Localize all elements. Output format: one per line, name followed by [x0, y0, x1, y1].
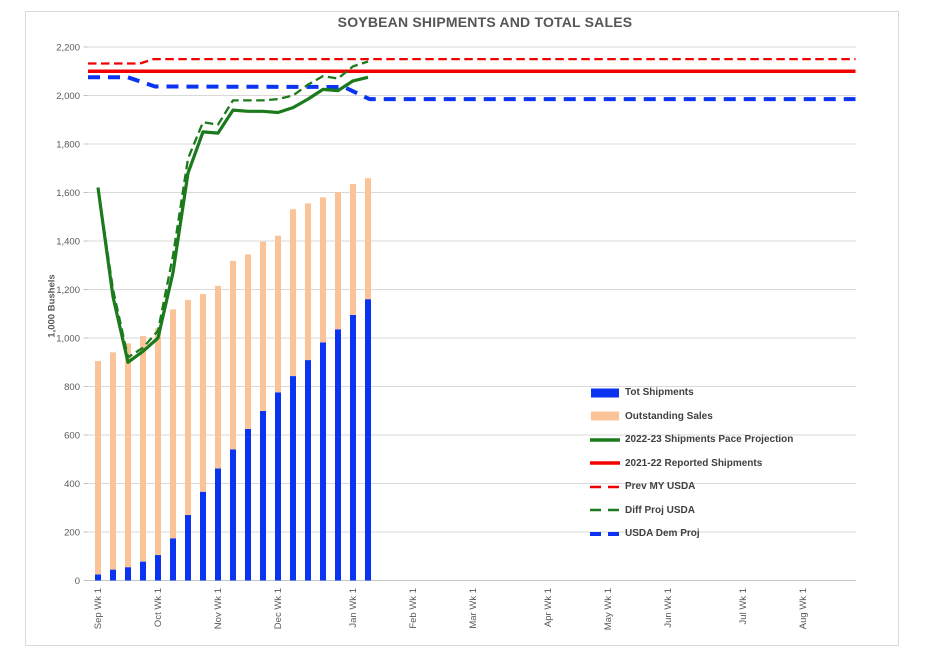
x-tick-label: Jul Wk 1	[738, 588, 749, 624]
y-tick-label: 400	[64, 479, 80, 490]
bar-outstanding-sales	[365, 178, 371, 300]
legend-item-outstanding-sales: Outstanding Sales	[590, 405, 858, 429]
x-tick-label: May Wk 1	[603, 588, 614, 630]
bar-outstanding-sales	[320, 197, 326, 343]
y-tick-label: 1,400	[56, 236, 80, 247]
bar-tot-shipments	[275, 392, 281, 581]
y-tick-label: 800	[64, 382, 80, 393]
bar-outstanding-sales	[110, 352, 116, 570]
legend-item-2022-23-shipments-pace-projection: 2022-23 Shipments Pace Projection	[590, 428, 858, 452]
x-tick-label: Apr Wk 1	[543, 588, 554, 627]
legend-item-usda-dem-proj: USDA Dem Proj	[590, 522, 858, 546]
y-tick-label: 1,000	[56, 333, 80, 344]
bar-tot-shipments	[365, 299, 371, 581]
bar-outstanding-sales	[155, 328, 161, 556]
legend-item-prev-my-usda: Prev MY USDA	[590, 475, 858, 499]
bar-tot-shipments	[305, 360, 311, 581]
bar-tot-shipments	[155, 555, 161, 581]
bar-outstanding-sales	[275, 235, 281, 393]
bar-outstanding-sales	[290, 209, 296, 377]
bar-outstanding-sales	[125, 343, 131, 568]
legend-swatch	[590, 505, 620, 515]
bar-tot-shipments	[350, 314, 356, 581]
bar-outstanding-sales	[260, 241, 266, 411]
x-tick-label: Oct Wk 1	[153, 588, 164, 627]
bar-tot-shipments	[260, 410, 266, 581]
y-tick-label: 0	[75, 576, 80, 587]
bar-outstanding-sales	[170, 309, 176, 539]
legend-item-diff-proj-usda: Diff Proj USDA	[590, 499, 858, 523]
bar-outstanding-sales	[230, 260, 236, 450]
y-tick-label: 200	[64, 527, 80, 538]
y-tick-label: 1,200	[56, 285, 80, 296]
bar-tot-shipments	[95, 574, 101, 581]
x-tick-label: Jun Wk 1	[663, 588, 674, 628]
bar-outstanding-sales	[140, 336, 146, 562]
bar-outstanding-sales	[185, 299, 191, 516]
legend-label: Outstanding Sales	[625, 410, 713, 422]
bar-tot-shipments	[125, 567, 131, 581]
bar-tot-shipments	[290, 376, 296, 581]
series-line-diff-proj-usda	[96, 60, 369, 359]
bar-outstanding-sales	[350, 184, 356, 315]
y-tick-label: 2,200	[56, 42, 80, 53]
legend-label: Tot Shipments	[625, 387, 694, 399]
x-tick-label: Mar Wk 1	[468, 588, 479, 629]
legend-swatch	[590, 482, 620, 492]
legend-swatch	[590, 458, 620, 468]
y-tick-label: 2,000	[56, 91, 80, 102]
bar-tot-shipments	[170, 538, 176, 581]
legend-swatch	[590, 529, 620, 539]
bar-tot-shipments	[215, 468, 221, 581]
bar-outstanding-sales	[305, 203, 311, 361]
bar-tot-shipments	[110, 569, 116, 581]
legend-label: USDA Dem Proj	[625, 528, 700, 540]
legend-item-2021-22-reported-shipments: 2021-22 Reported Shipments	[590, 452, 858, 476]
x-tick-label: Feb Wk 1	[408, 588, 419, 629]
bar-outstanding-sales	[215, 285, 221, 469]
legend-label: 2021-22 Reported Shipments	[625, 457, 763, 469]
series-line-usda-dem-proj	[88, 75, 856, 102]
legend-swatch	[590, 411, 620, 421]
bar-tot-shipments	[185, 515, 191, 581]
x-tick-label: Jan Wk 1	[348, 588, 359, 628]
x-tick-label: Sep Wk 1	[93, 588, 104, 629]
legend-label: Prev MY USDA	[625, 481, 696, 493]
bar-outstanding-sales	[335, 192, 341, 330]
legend-label: 2022-23 Shipments Pace Projection	[625, 434, 794, 446]
bar-outstanding-sales	[245, 254, 251, 429]
series-line-2022-23-shipments-pace-projection	[96, 75, 369, 364]
bar-outstanding-sales	[200, 294, 206, 492]
bar-tot-shipments	[320, 342, 326, 581]
bar-tot-shipments	[230, 449, 236, 581]
chart-title: SOYBEAN SHIPMENTS AND TOTAL SALES	[337, 14, 633, 30]
bar-tot-shipments	[140, 561, 146, 581]
bar-tot-shipments	[200, 491, 206, 581]
bar-outstanding-sales	[95, 361, 101, 575]
bar-tot-shipments	[335, 329, 341, 581]
series-line-prev-my-usda	[88, 57, 856, 65]
x-tick-label: Aug Wk 1	[798, 588, 809, 629]
legend-label: Diff Proj USDA	[625, 504, 695, 516]
legend: Tot Shipments Outstanding Sales 2022-23 Sh…	[590, 381, 858, 546]
legend-swatch	[590, 435, 620, 445]
legend-swatch	[590, 388, 620, 398]
x-tick-label: Dec Wk 1	[273, 588, 284, 629]
y-tick-label: 1,800	[56, 139, 80, 150]
y-tick-label: 600	[64, 430, 80, 441]
bar-tot-shipments	[245, 428, 251, 581]
legend-item-tot-shipments: Tot Shipments	[590, 381, 858, 405]
y-tick-label: 1,600	[56, 188, 80, 199]
x-tick-label: Nov Wk 1	[213, 588, 224, 629]
